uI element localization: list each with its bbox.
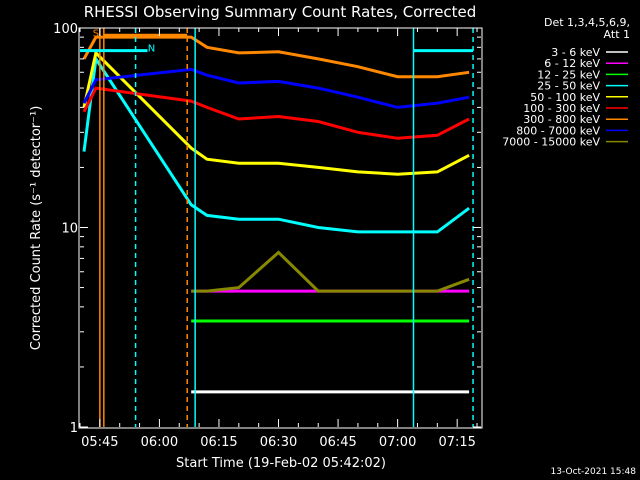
y-axis-label: Corrected Count Rate (s⁻¹ detector⁻¹) (29, 106, 44, 351)
y-tick-label: 10 (61, 222, 78, 237)
legend-label: 7000 - 15000 keV (502, 136, 600, 149)
legend-label: 3 - 6 keV (551, 46, 600, 59)
x-tick-label: 07:15 (438, 435, 475, 450)
x-tick-label: 06:45 (319, 435, 356, 450)
flag-annotation: S (93, 28, 99, 39)
x-tick-label: 06:30 (260, 435, 297, 450)
y-tick-label: 1 (70, 421, 78, 436)
chart-title: RHESSI Observing Summary Count Rates, Co… (84, 3, 477, 21)
legend-label: 6 - 12 keV (544, 57, 600, 70)
legend-header-line: Att 1 (604, 28, 630, 41)
legend-header: Det 1,3,4,5,6,9,Att 1 (544, 16, 630, 41)
legend-label: 100 - 300 keV (523, 102, 600, 115)
plot-series (82, 35, 470, 394)
series-line (82, 67, 470, 109)
legend-label: 25 - 50 keV (537, 80, 600, 93)
plot-frame (78, 27, 483, 429)
series-line (82, 86, 470, 140)
x-axis: 05:45 06:00 06:15 06:30 06:45 07:00 07:15 (79, 28, 478, 450)
series-line (191, 250, 470, 293)
legend-header-line: Det 1,3,4,5,6,9, (544, 16, 630, 29)
legend-label: 12 - 25 keV (537, 68, 600, 81)
x-tick-label: 06:15 (200, 435, 237, 450)
legend-label: 50 - 100 keV (530, 91, 600, 104)
legend-label: 800 - 7000 keV (516, 124, 600, 137)
series-line (82, 35, 470, 79)
y-tick-label: 100 (53, 22, 78, 37)
x-tick-label: 06:00 (141, 435, 178, 450)
x-tick-label: 05:45 (81, 435, 118, 450)
footer-timestamp: 13-Oct-2021 15:48 (551, 467, 637, 477)
x-axis-label: Start Time (19-Feb-02 05:42:02) (176, 456, 386, 471)
x-tick-label: 07:00 (379, 435, 416, 450)
flag-annotation: N (148, 43, 155, 54)
series-line (82, 54, 470, 234)
legend-label: 300 - 800 keV (523, 113, 600, 126)
y-axis: 1 10 100 (53, 22, 481, 436)
series-line (82, 49, 470, 176)
